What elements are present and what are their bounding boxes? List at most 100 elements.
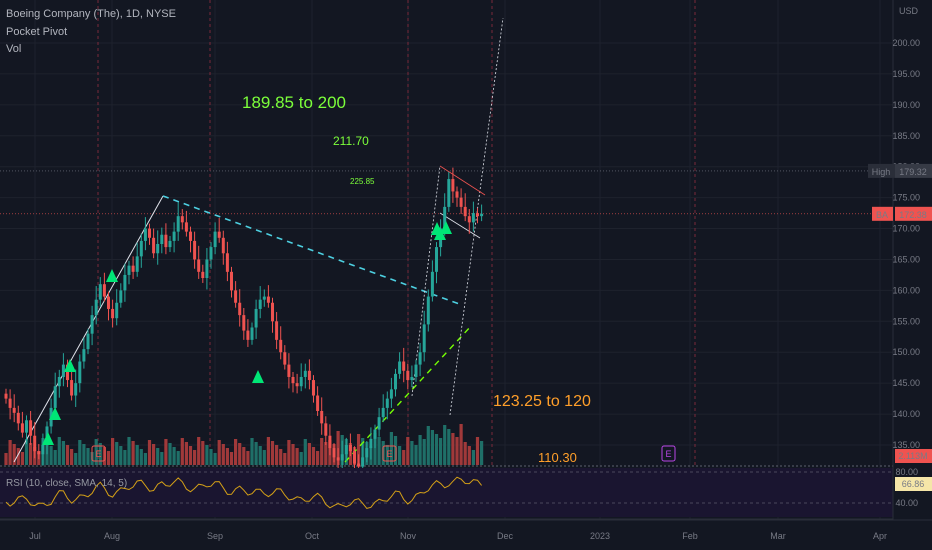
candle-body: [471, 213, 475, 223]
pocket-pivot-signal: [49, 407, 61, 420]
volume-bar: [188, 446, 193, 465]
volume-bar: [307, 443, 311, 465]
volume-bar: [480, 441, 484, 465]
volume-bar: [418, 435, 422, 465]
volume-bar: [414, 445, 418, 465]
price-tick-label: 145.00: [892, 378, 920, 388]
candle-body: [53, 386, 57, 408]
candle-body: [402, 361, 406, 371]
rsi-label[interactable]: RSI (10, close, SMA, 14, 5): [6, 478, 128, 489]
candle-body: [66, 364, 69, 381]
volume-bar: [262, 450, 266, 465]
candle-body: [410, 376, 414, 381]
volume-bar: [135, 445, 139, 465]
candle-body: [246, 330, 250, 340]
volume-bar: [172, 447, 176, 465]
volume-bar: [164, 439, 168, 465]
earnings-marker: [661, 445, 676, 462]
time-tick-label: Mar: [770, 531, 786, 541]
candle-body: [193, 240, 197, 260]
volume-bar: [303, 439, 307, 465]
volume-bar: [422, 439, 426, 465]
annotation-label: 225.85: [350, 177, 375, 186]
candle-body: [82, 349, 86, 362]
volume-bar: [156, 448, 160, 465]
indicator-volume[interactable]: Vol: [6, 43, 22, 55]
earnings-marker: [382, 445, 397, 462]
candle-body: [184, 222, 188, 232]
volume-bar: [455, 437, 459, 465]
candle-body: [102, 284, 106, 297]
volume-bars: [4, 424, 484, 465]
candle-body: [463, 206, 467, 217]
candle-body: [234, 290, 238, 303]
candle-body: [152, 237, 156, 254]
volume-bar: [111, 438, 115, 465]
price-tick-label: 170.00: [892, 224, 920, 234]
candle-body: [148, 228, 151, 238]
volume-bar: [168, 443, 172, 465]
candle-body: [353, 451, 356, 464]
volume-bar: [238, 443, 242, 465]
candle-body: [414, 364, 418, 377]
volume-bar: [102, 447, 106, 465]
candle-body: [139, 240, 143, 257]
volume-bar: [434, 434, 439, 465]
volume-bar: [20, 452, 24, 465]
annotation-label: 110.30: [538, 450, 577, 465]
candle-body: [426, 296, 430, 325]
candle-body: [303, 370, 307, 377]
volume-bar: [385, 445, 389, 465]
candle-body: [447, 179, 451, 207]
time-tick-label: Sep: [207, 531, 223, 541]
volume-bar: [402, 450, 406, 465]
volume-bar: [209, 449, 213, 465]
candle-body: [33, 435, 37, 452]
candle-body: [119, 290, 123, 303]
volume-bar: [463, 442, 467, 465]
volume-bar: [8, 440, 12, 465]
pocket-pivot-signal: [42, 432, 54, 445]
volume-bar: [24, 439, 29, 465]
candle-body: [238, 302, 242, 316]
last-price-bg: [895, 206, 932, 221]
candle-body: [197, 259, 201, 272]
volume-bar: [451, 433, 455, 465]
volume-bar: [53, 450, 57, 465]
price-axis-unit: USD: [899, 6, 919, 16]
last-price-value: 172.38: [899, 210, 927, 220]
candle-body: [164, 234, 168, 248]
time-tick-label: Nov: [400, 531, 417, 541]
candle-body: [127, 265, 131, 275]
candle-body: [455, 191, 459, 198]
rsi-pane: [0, 468, 932, 520]
candle-body: [422, 324, 426, 353]
annotation-label: 211.70: [333, 134, 369, 148]
candle-body: [168, 240, 172, 248]
candle-body: [156, 244, 160, 254]
candle-body: [291, 376, 295, 384]
price-tick-label: 135.00: [892, 440, 920, 450]
candle-body: [176, 216, 180, 232]
chart-title[interactable]: Boeing Company (The), 1D, NYSE: [6, 8, 176, 20]
price-tick-label: 155.00: [892, 316, 920, 326]
time-axis-bg: [0, 520, 932, 550]
candle-body: [98, 284, 102, 300]
indicator-pocket-pivot[interactable]: Pocket Pivot: [6, 26, 68, 38]
candle-body: [12, 407, 16, 413]
volume-bar: [283, 453, 287, 465]
volume-bar: [70, 449, 74, 465]
volume-bar: [299, 452, 303, 465]
candle-body: [107, 296, 110, 309]
volume-bar: [160, 452, 164, 465]
pocket-pivot-signal: [440, 221, 452, 234]
volume-bar: [234, 439, 238, 465]
rsi-tick-lower: 40.00: [895, 498, 918, 508]
pocket-pivot-signal: [252, 370, 264, 383]
volume-bar: [176, 451, 180, 465]
candle-body: [357, 463, 361, 467]
candle-body: [275, 321, 279, 340]
candle-body: [37, 451, 41, 455]
volume-bar: [279, 449, 283, 465]
